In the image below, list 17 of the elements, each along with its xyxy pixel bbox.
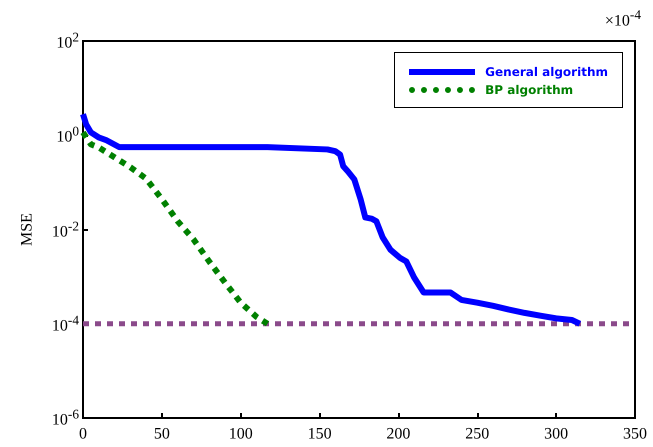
y-tick-label: 10$^{0}$ (56, 124, 79, 146)
text: ×10$^{-4}$ (604, 7, 641, 30)
y-tick-label: 10$^{-6}$ (52, 406, 79, 429)
x-tick-label: 300 (544, 426, 568, 442)
text: BP algorithm (485, 83, 574, 97)
x-tick-label: 0 (79, 426, 87, 442)
text: General algorithm (485, 65, 608, 79)
x-tick-label: 250 (465, 426, 490, 442)
x-tick-label: 50 (154, 426, 170, 442)
x-tick-label: 350 (623, 426, 647, 442)
x-tick-label: 150 (308, 426, 332, 442)
y-axis-title: MSE (18, 213, 36, 246)
y-tick-label: 10$^{2}$ (56, 29, 79, 52)
y-tick-label: 10$^{-2}$ (52, 218, 79, 240)
x-tick-label: 100 (228, 426, 253, 442)
x-tick-label: 200 (386, 426, 410, 442)
y-tick-label: 10$^{-4}$ (52, 312, 79, 334)
